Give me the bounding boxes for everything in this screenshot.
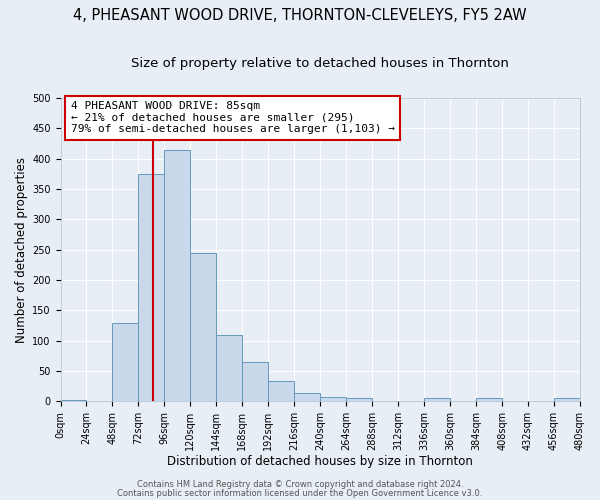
Bar bbox=[61, 400, 86, 402]
Bar bbox=[217, 334, 242, 402]
Title: Size of property relative to detached houses in Thornton: Size of property relative to detached ho… bbox=[131, 58, 509, 70]
Bar bbox=[164, 150, 190, 402]
Text: 4 PHEASANT WOOD DRIVE: 85sqm
← 21% of detached houses are smaller (295)
79% of s: 4 PHEASANT WOOD DRIVE: 85sqm ← 21% of de… bbox=[71, 101, 395, 134]
Text: Contains HM Land Registry data © Crown copyright and database right 2024.: Contains HM Land Registry data © Crown c… bbox=[137, 480, 463, 489]
X-axis label: Distribution of detached houses by size in Thornton: Distribution of detached houses by size … bbox=[167, 454, 473, 468]
Bar bbox=[139, 174, 164, 402]
Text: Contains public sector information licensed under the Open Government Licence v3: Contains public sector information licen… bbox=[118, 488, 482, 498]
Bar bbox=[424, 398, 450, 402]
Bar bbox=[268, 382, 294, 402]
Bar bbox=[242, 362, 268, 402]
Bar bbox=[346, 398, 372, 402]
Text: 4, PHEASANT WOOD DRIVE, THORNTON-CLEVELEYS, FY5 2AW: 4, PHEASANT WOOD DRIVE, THORNTON-CLEVELE… bbox=[73, 8, 527, 22]
Bar bbox=[294, 393, 320, 402]
Bar bbox=[554, 398, 580, 402]
Bar bbox=[112, 322, 139, 402]
Y-axis label: Number of detached properties: Number of detached properties bbox=[15, 156, 28, 342]
Bar bbox=[320, 396, 346, 402]
Bar bbox=[190, 252, 217, 402]
Bar bbox=[476, 398, 502, 402]
